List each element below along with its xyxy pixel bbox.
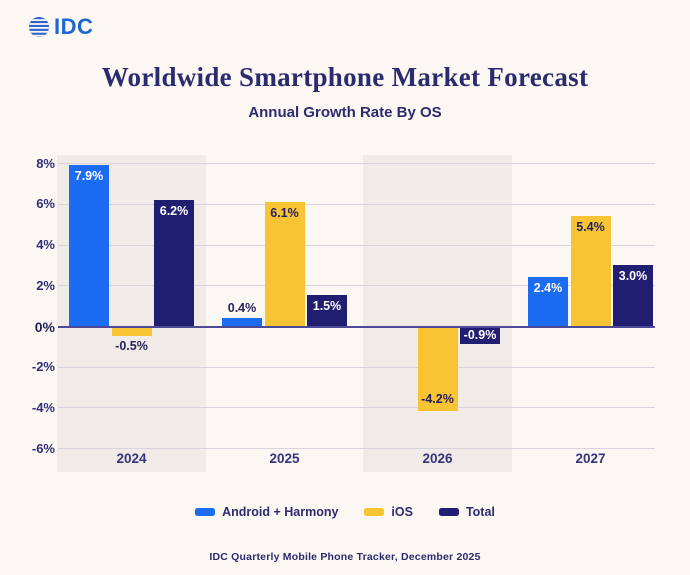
legend-label: iOS xyxy=(391,505,413,519)
zero-axis-line xyxy=(58,325,655,328)
x-axis-label-2026: 2026 xyxy=(422,451,453,466)
y-axis-tick-label: 8% xyxy=(36,155,55,171)
bar-2024-total xyxy=(154,199,194,326)
idc-logo-text: IDC xyxy=(54,14,94,39)
x-axis-label-2027: 2027 xyxy=(575,451,606,466)
page-subtitle: Annual Growth Rate By OS xyxy=(248,104,442,121)
legend-swatch-ios xyxy=(364,508,385,516)
bar-value-label: 3.0% xyxy=(618,268,648,283)
bar-2027-android-harmony xyxy=(528,277,568,326)
bar-value-label: 0.4% xyxy=(227,300,257,315)
bar-2026-ios xyxy=(417,326,458,412)
bar-value-label: -0.5% xyxy=(115,339,148,354)
legend-label: Android + Harmony xyxy=(222,505,339,519)
bar-value-label: -0.9% xyxy=(463,327,497,342)
source-note: IDC Quarterly Mobile Phone Tracker, Dece… xyxy=(209,551,481,563)
legend-label: Total xyxy=(465,505,495,519)
gridline--4 xyxy=(58,407,655,409)
page-title: Worldwide Smartphone Market Forecast xyxy=(101,62,589,92)
gridline-6 xyxy=(58,203,655,205)
x-axis-label-2025: 2025 xyxy=(269,451,300,466)
bar-2025-total xyxy=(307,295,347,326)
bar-2024-ios xyxy=(111,326,152,337)
year-band-2026 xyxy=(363,155,512,472)
gridline-4 xyxy=(58,244,655,246)
gridline--2 xyxy=(58,366,655,368)
bar-2025-android-harmony xyxy=(222,317,262,326)
bar-2027-total xyxy=(613,264,653,326)
y-axis-tick-label: -4% xyxy=(31,399,55,415)
x-axis-label-2024: 2024 xyxy=(116,451,147,466)
bar-2027-ios xyxy=(570,216,611,326)
idc-globe-icon xyxy=(29,17,49,37)
y-axis-tick-label: 6% xyxy=(36,196,55,212)
gridline-8 xyxy=(58,163,655,165)
bar-2026-total xyxy=(460,326,500,345)
legend-item-total: Total xyxy=(438,505,495,519)
bar-2024-android-harmony xyxy=(69,165,109,326)
gridline-2 xyxy=(58,285,655,287)
bar-value-label: 6.1% xyxy=(270,205,299,220)
y-axis-tick-label: 2% xyxy=(36,277,55,293)
y-axis-tick-label: 0% xyxy=(34,318,55,335)
legend-swatch-total xyxy=(438,508,459,516)
legend-swatch-android-harmony xyxy=(195,508,216,516)
bar-value-label: 2.4% xyxy=(533,281,563,296)
bar-value-label: 5.4% xyxy=(576,220,605,235)
bar-2025-ios xyxy=(264,201,305,326)
gridline--6 xyxy=(58,448,655,450)
bar-value-label: 6.2% xyxy=(159,203,189,218)
y-axis-tick-label: 4% xyxy=(36,237,55,253)
legend-item-ios: iOS xyxy=(364,505,413,519)
legend-item-android-harmony: Android + Harmony xyxy=(195,505,338,519)
idc-logo: IDC xyxy=(28,16,93,38)
y-axis-tick-label: -2% xyxy=(31,359,55,375)
chart-legend: Android + Harmony iOS Total xyxy=(0,505,690,519)
bar-value-label: -4.2% xyxy=(421,392,454,407)
bar-value-label: 1.5% xyxy=(312,299,342,314)
y-axis-tick-label: -6% xyxy=(31,440,55,456)
bar-value-label: 7.9% xyxy=(74,169,104,184)
